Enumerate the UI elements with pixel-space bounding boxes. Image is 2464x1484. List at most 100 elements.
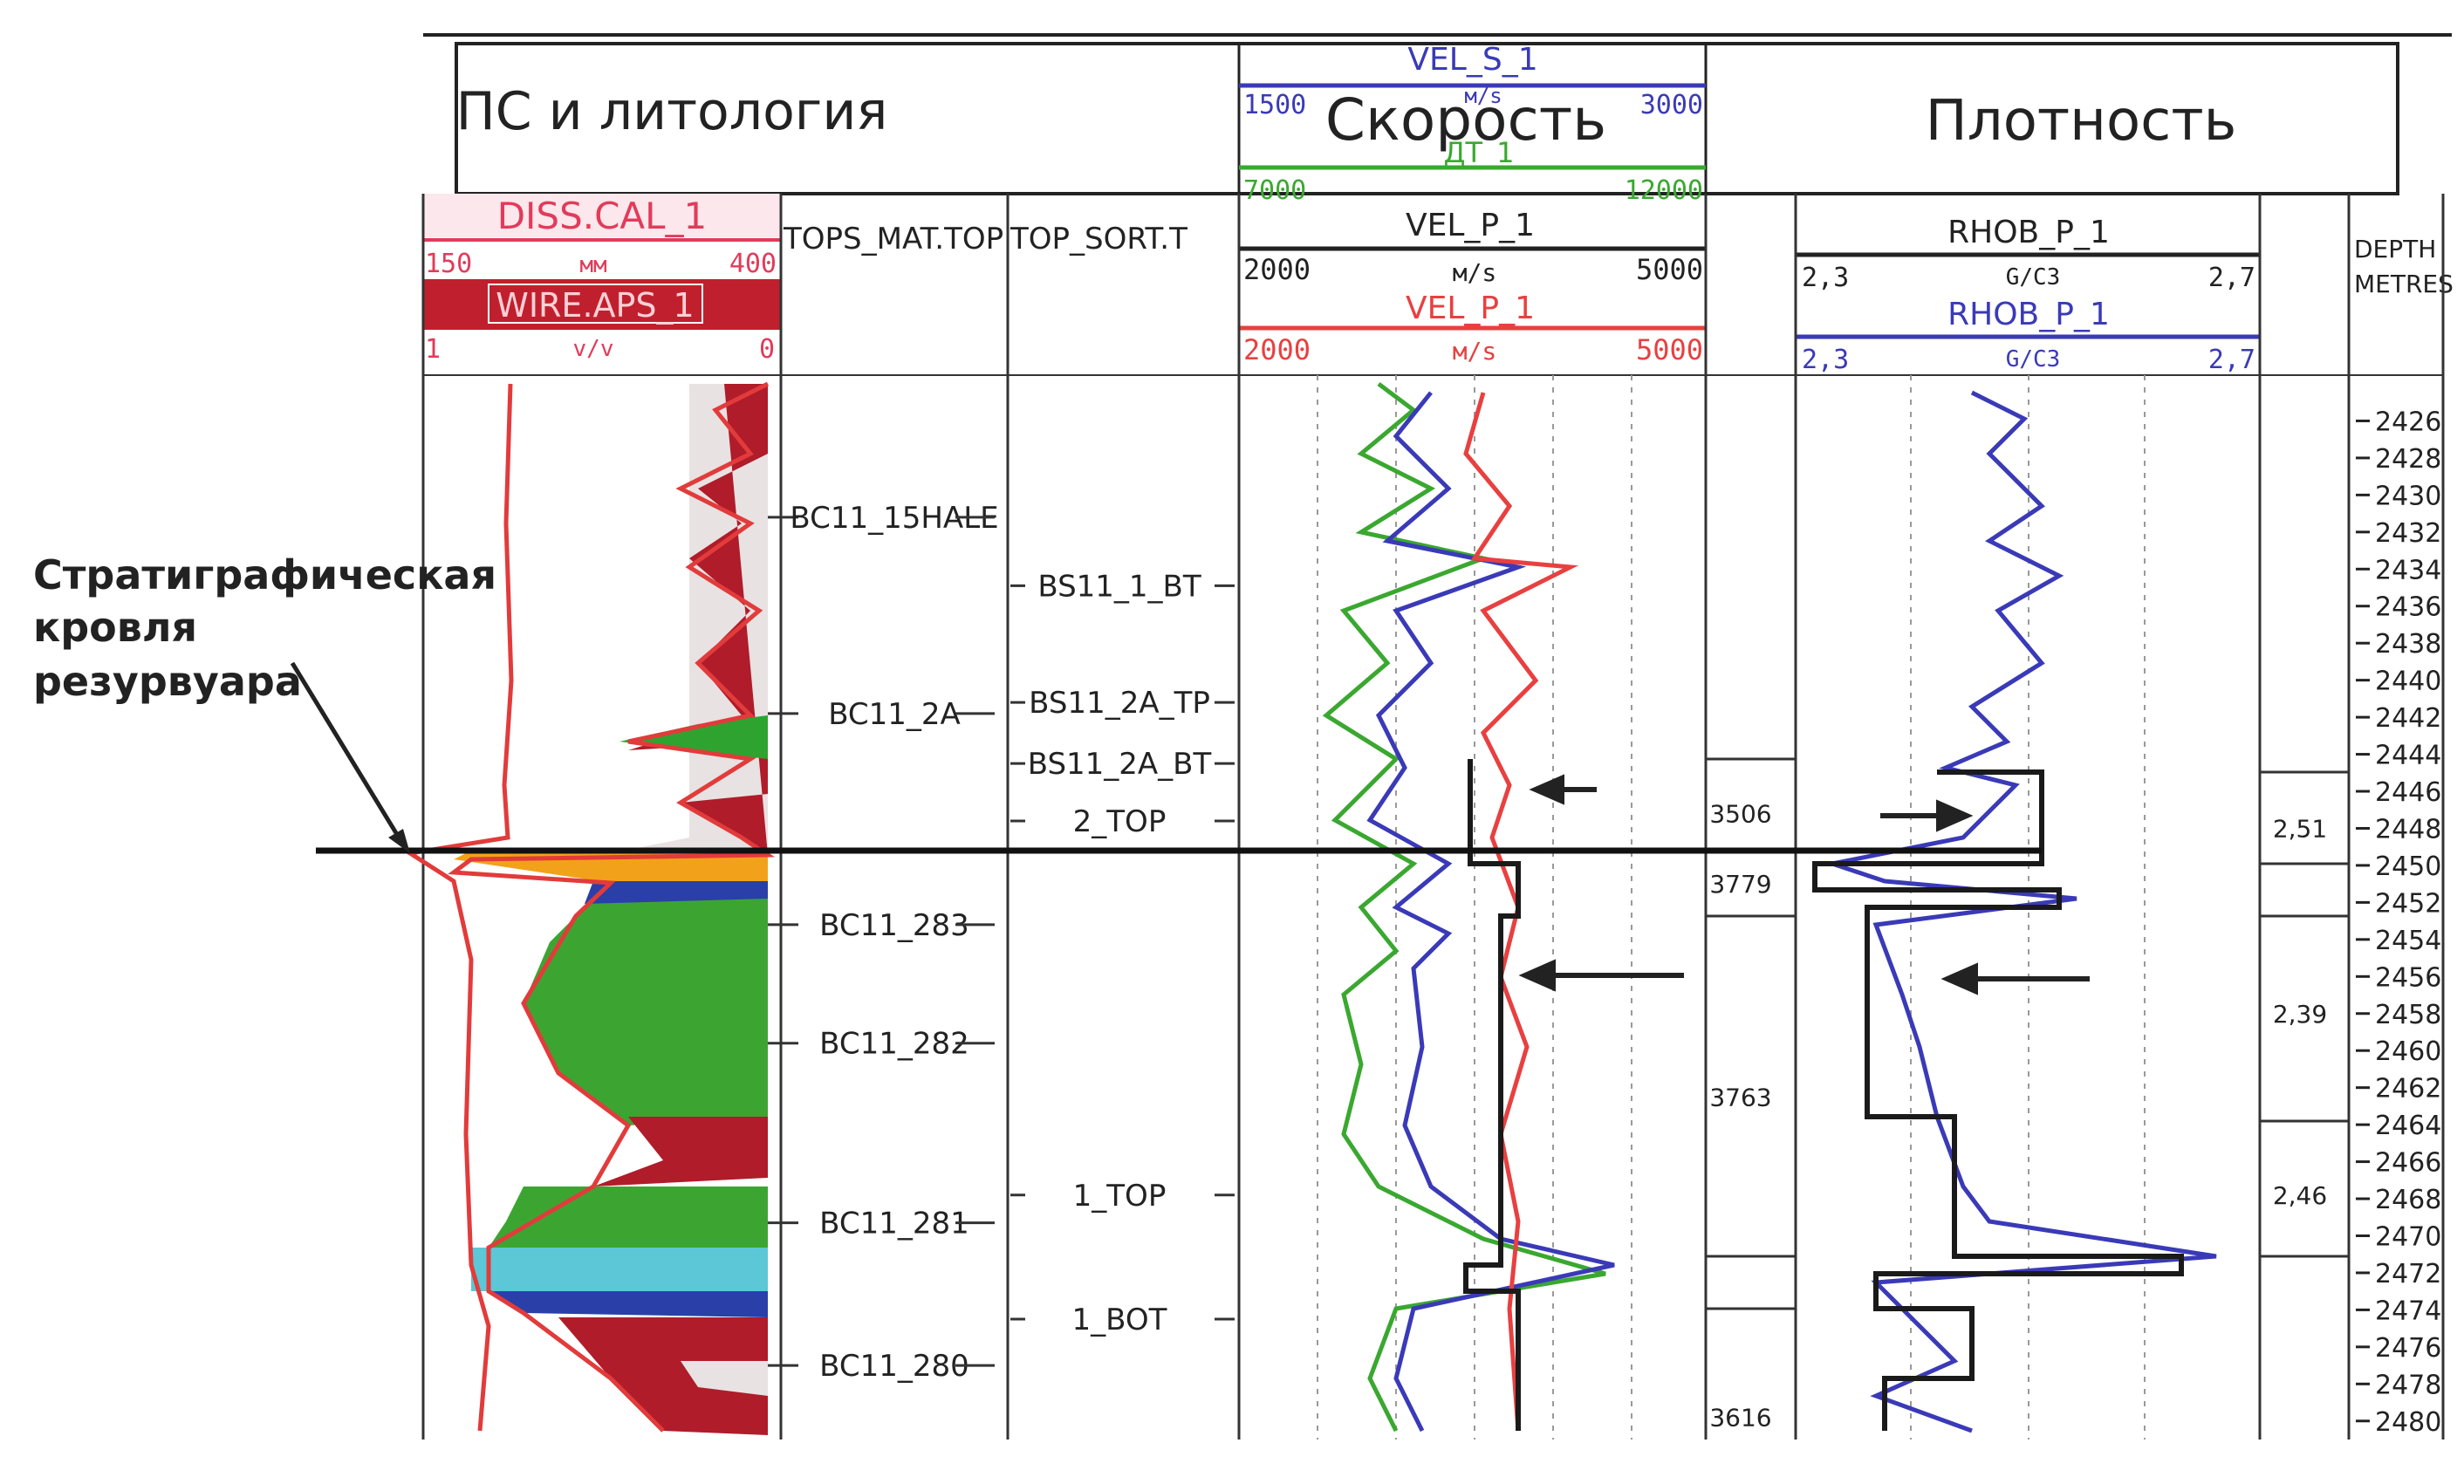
- depth-header-2: METRES: [2354, 270, 2454, 298]
- vel-p-black-unit: м/s: [1453, 258, 1497, 287]
- tops-mat-header: TOPS_MAT.TOP: [783, 222, 1003, 256]
- depth-tick-label: 2466: [2375, 1148, 2441, 1179]
- diss-cal-unit: мм: [579, 252, 606, 278]
- tops-sort-label: BS11_2A_BT: [1028, 747, 1212, 782]
- vel-s-unit: м/s: [1464, 84, 1502, 108]
- velocity-header: VEL_S_1 1500 м/s 3000 ДТ_1 7000 12000 VE…: [1239, 42, 1706, 366]
- depth-tick-label: 2462: [2375, 1074, 2441, 1104]
- tops-sort-label: 1_BOT: [1072, 1303, 1167, 1337]
- rhob-black-min: 2,3: [1802, 263, 1849, 293]
- depth-tick-label: 2446: [2375, 777, 2441, 808]
- density-panel-title: Плотность: [1926, 89, 2237, 154]
- depth-tick-label: 2458: [2375, 1000, 2441, 1030]
- velocity-curves: [1322, 382, 1615, 1433]
- dt-name: ДТ_1: [1444, 136, 1515, 169]
- tops-mat-label: BC11_281: [819, 1207, 969, 1241]
- velocity-block-value: 3763: [1709, 1083, 1771, 1111]
- velocity-block-value: 3506: [1709, 799, 1771, 828]
- wire-aps-unit: v/v: [573, 336, 614, 362]
- depth-tick-label: 2454: [2375, 926, 2441, 956]
- tops-sort-markers: BS11_1_BT BS11_2A_TP BS11_2A_BT 2_TOP 1_TOP 1…: [1010, 569, 1235, 1337]
- vel-p-black-max: 5000: [1636, 253, 1703, 286]
- density-block-value: 2,51: [2273, 814, 2327, 843]
- depth-tick-label: 2426: [2375, 407, 2441, 437]
- rhob-black-name: RHOB_P_1: [1947, 215, 2110, 250]
- depth-tick-label: 2464: [2375, 1111, 2441, 1141]
- vel-p-red-name: VEL_P_1: [1406, 291, 1535, 326]
- depth-tick-label: 2436: [2375, 592, 2441, 623]
- tops-mat-label: BC11_282: [819, 1027, 969, 1062]
- vel-p-black-min: 2000: [1243, 253, 1311, 286]
- lithology-panel-title: ПС и литология: [456, 81, 888, 142]
- rhob-blue-min: 2,3: [1802, 345, 1849, 375]
- vel-p-red-max: 5000: [1636, 333, 1703, 366]
- vel-s-min: 1500: [1243, 90, 1306, 120]
- depth-tick-label: 2478: [2375, 1370, 2441, 1400]
- tops-sort-label: BS11_2A_TP: [1029, 686, 1210, 721]
- depth-tick-label: 2442: [2375, 703, 2441, 734]
- rhob-black-max: 2,7: [2208, 263, 2255, 293]
- depth-tick-label: 2438: [2375, 629, 2441, 660]
- rhob-black-unit: G/C3: [2006, 264, 2061, 291]
- title-frame: [455, 42, 2399, 195]
- dt-max: 12000: [1625, 175, 1703, 206]
- depth-tick-label: 2434: [2375, 555, 2441, 585]
- tops-mat-markers: BC11_15HALEBC11_2ABC11_283BC11_282BC11_2…: [768, 501, 999, 1384]
- depth-tick-label: 2428: [2375, 444, 2441, 475]
- depth-tick-label: 2452: [2375, 888, 2441, 919]
- velocity-panel-title: Скорость: [1325, 86, 1606, 154]
- depth-tick-label: 2472: [2375, 1259, 2441, 1289]
- diss-cal-min: 150: [425, 249, 472, 279]
- annotation-line-1: Стратиграфическая: [33, 551, 496, 598]
- depth-tick-label: 2448: [2375, 814, 2441, 845]
- density-block-values: 2,51 2,39 2,46: [2273, 814, 2327, 1209]
- lithology-header: DISS.CAL_1 150 мм 400 WIRE.APS_1 1 v/v 0: [423, 194, 781, 365]
- depth-header-1: DEPTH: [2354, 235, 2436, 263]
- tops-mat-label: BC11_2A: [828, 697, 961, 732]
- diss-cal-max: 400: [729, 249, 777, 279]
- tops-mat-label: BC11_283: [819, 908, 969, 943]
- tops-sort-label: 2_TOP: [1073, 804, 1167, 839]
- vel-p-red-min: 2000: [1243, 333, 1311, 366]
- depth-tick-label: 2476: [2375, 1333, 2441, 1364]
- tops-sort-header: TOP_SORT.T: [1010, 222, 1188, 256]
- depth-tick-label: 2470: [2375, 1221, 2441, 1252]
- rhob-blue-unit: G/C3: [2006, 346, 2061, 373]
- velocity-block-value: 3779: [1709, 870, 1771, 899]
- track-borders: [421, 194, 2445, 1440]
- depth-tick-label: 2474: [2375, 1296, 2441, 1326]
- lithology-fills: [404, 381, 776, 1435]
- vel-p-red-unit: м/s: [1453, 337, 1497, 366]
- depth-tick-label: 2468: [2375, 1185, 2441, 1215]
- density-block-value: 2,46: [2273, 1181, 2327, 1210]
- arrows: [1518, 774, 2090, 995]
- annotation-line-2: кровля: [33, 604, 197, 651]
- tops-mat-label: BC11_280: [819, 1349, 969, 1384]
- wire-aps-min: 1: [425, 334, 441, 365]
- rhob-blue-max: 2,7: [2208, 345, 2255, 375]
- density-curves: [1812, 390, 2217, 1433]
- vel-s-name: VEL_S_1: [1407, 42, 1537, 78]
- dt-min: 7000: [1243, 175, 1306, 206]
- depth-axis: 2426 2428 2430 2432 2434 2436 2438 2440 2442 2444…: [2356, 407, 2441, 1438]
- depth-tick-label: 2432: [2375, 518, 2441, 549]
- depth-tick-label: 2460: [2375, 1036, 2441, 1067]
- depth-tick-label: 2480: [2375, 1407, 2441, 1438]
- wire-aps-name: WIRE.APS_1: [496, 286, 694, 325]
- annotation-line-3: резурвуара: [33, 658, 302, 705]
- tops-sort-label: BS11_1_BT: [1037, 569, 1201, 604]
- tops-sort-label: 1_TOP: [1073, 1179, 1167, 1214]
- annotation-pointer: [290, 661, 406, 846]
- depth-tick-label: 2444: [2375, 741, 2441, 771]
- density-block-value: 2,39: [2273, 1000, 2327, 1029]
- block-boundaries: [1706, 757, 2349, 1310]
- rhob-blue-name: RHOB_P_1: [1947, 297, 2110, 332]
- velocity-block-value: 3616: [1709, 1404, 1771, 1433]
- velocity-block-values: 3506 3779 3763 3616: [1709, 799, 1771, 1432]
- density-header: RHOB_P_1 2,3 G/C3 2,7 RHOB_P_1 2,3 G/C3 …: [1796, 215, 2260, 375]
- depth-tick-label: 2440: [2375, 667, 2441, 697]
- wire-aps-max: 0: [759, 334, 775, 365]
- depth-tick-label: 2450: [2375, 851, 2441, 882]
- depth-tick-label: 2430: [2375, 481, 2441, 511]
